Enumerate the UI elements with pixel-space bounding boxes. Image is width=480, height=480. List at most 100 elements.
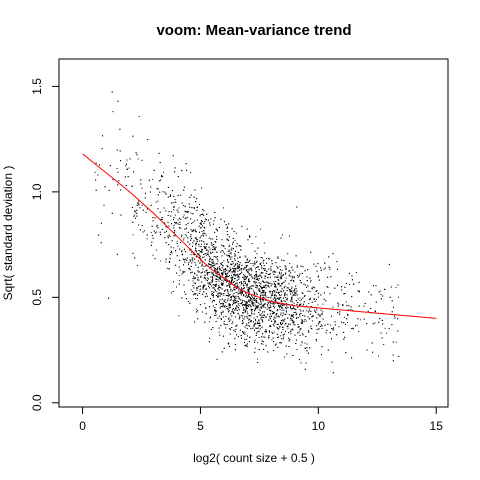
data-point — [347, 314, 349, 316]
data-point — [205, 288, 207, 290]
data-point — [150, 204, 152, 206]
data-point — [132, 234, 134, 236]
data-point — [129, 158, 131, 160]
data-point — [279, 342, 281, 344]
data-point — [214, 247, 216, 249]
data-point — [278, 316, 280, 318]
data-point — [176, 255, 178, 257]
data-point — [190, 239, 192, 241]
data-point — [212, 265, 214, 267]
data-point — [391, 311, 393, 313]
data-point — [277, 292, 279, 294]
data-point — [191, 259, 193, 261]
data-point — [241, 315, 243, 317]
data-point — [295, 314, 297, 316]
data-point — [285, 272, 287, 274]
data-point — [201, 311, 203, 313]
data-point — [285, 266, 287, 268]
data-point — [381, 319, 383, 321]
data-point — [212, 305, 214, 307]
data-point — [204, 232, 206, 234]
data-point — [184, 228, 186, 230]
data-point — [167, 214, 169, 216]
data-point — [370, 308, 372, 309]
data-point — [392, 354, 394, 356]
data-point — [297, 276, 299, 278]
data-point — [230, 299, 232, 301]
data-point — [308, 318, 310, 320]
data-point — [240, 299, 242, 301]
data-point — [196, 311, 198, 313]
data-point — [184, 271, 186, 273]
data-point — [280, 276, 281, 278]
data-point — [311, 316, 313, 318]
data-point — [325, 300, 327, 302]
data-point — [254, 268, 256, 270]
data-point — [163, 171, 165, 173]
data-point — [379, 318, 381, 320]
data-point — [225, 278, 227, 280]
data-point — [132, 252, 134, 254]
data-point — [210, 243, 212, 245]
data-point — [204, 243, 206, 245]
data-point — [215, 310, 217, 312]
data-point — [161, 217, 163, 218]
data-point — [136, 212, 138, 214]
data-point — [253, 300, 255, 302]
data-point — [311, 320, 313, 322]
data-point — [223, 268, 225, 270]
data-point — [292, 294, 294, 296]
data-point — [215, 284, 217, 286]
data-point — [95, 179, 97, 181]
data-point — [286, 299, 288, 301]
data-point — [222, 311, 224, 313]
data-point — [278, 297, 280, 299]
data-point — [202, 225, 203, 227]
data-point — [279, 285, 281, 287]
data-point — [289, 235, 290, 237]
data-point — [189, 243, 191, 245]
data-point — [262, 317, 264, 319]
data-point — [267, 284, 269, 286]
data-point — [257, 275, 259, 277]
data-point — [242, 288, 244, 290]
data-point — [273, 291, 275, 293]
data-point — [310, 298, 311, 299]
data-point — [254, 275, 256, 277]
data-point — [223, 347, 225, 349]
data-point — [228, 253, 230, 255]
data-point — [262, 287, 264, 288]
data-point — [116, 253, 118, 255]
data-point — [226, 269, 228, 271]
data-point — [258, 319, 260, 321]
data-point — [173, 218, 174, 220]
data-point — [235, 295, 237, 297]
data-point — [223, 294, 225, 296]
data-point — [227, 342, 229, 344]
data-point — [246, 327, 248, 329]
data-point — [264, 282, 266, 283]
data-point — [268, 337, 270, 339]
data-point — [319, 316, 321, 318]
data-point — [207, 280, 208, 282]
data-point — [315, 312, 317, 313]
data-point — [199, 237, 201, 239]
data-point — [193, 220, 195, 222]
data-point — [233, 281, 235, 283]
data-point — [240, 245, 242, 247]
x-tick-label: 0 — [79, 419, 86, 433]
data-point — [216, 258, 218, 260]
data-point — [273, 290, 275, 291]
data-point — [217, 268, 218, 270]
data-point — [280, 335, 282, 337]
data-point — [243, 276, 245, 278]
data-point — [273, 304, 275, 306]
data-point — [277, 323, 279, 325]
data-point — [205, 265, 207, 267]
data-point — [263, 286, 265, 288]
data-point — [214, 309, 216, 311]
data-point — [195, 251, 197, 253]
data-point — [177, 219, 179, 221]
data-point — [274, 307, 275, 309]
data-point — [257, 323, 259, 325]
